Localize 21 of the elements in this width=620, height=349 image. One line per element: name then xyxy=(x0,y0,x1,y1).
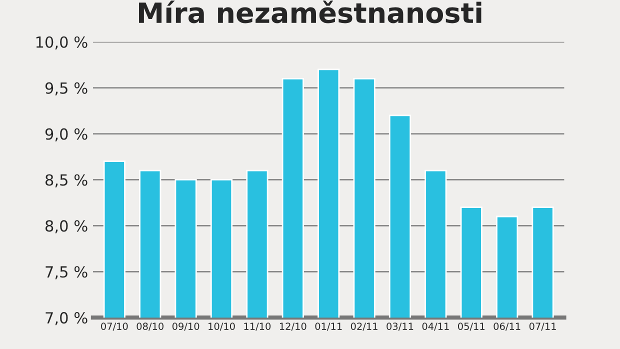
x-tick-label: 09/10 xyxy=(172,322,200,331)
x-tick-label: 03/11 xyxy=(386,322,414,331)
y-tick-label: 9,5 % xyxy=(45,82,88,96)
y-tick-label: 8,5 % xyxy=(46,174,88,188)
y-tick-label: 9,0 % xyxy=(45,128,88,142)
x-tick-label: 02/11 xyxy=(350,322,378,331)
y-tick-label: 10,0 % xyxy=(36,36,88,50)
x-tick-label: 12/10 xyxy=(280,322,306,331)
x-tick-label: 10/10 xyxy=(208,322,235,331)
y-tick-label: 7,0 % xyxy=(46,312,88,326)
y-tick-label: 7,5 % xyxy=(46,266,88,280)
x-tick-label: 01/11 xyxy=(315,322,342,331)
x-tick-label: 08/10 xyxy=(136,322,164,331)
y-tick-label: 8,0 % xyxy=(46,220,88,234)
chart-title: Míra nezaměstnanosti xyxy=(138,0,482,24)
x-tick-label: 07/10 xyxy=(101,322,128,331)
x-tick-label: 06/11 xyxy=(494,322,520,331)
x-tick-label: 07/11 xyxy=(529,322,556,331)
x-tick-label: 11/10 xyxy=(244,322,271,331)
x-tick-label: 05/11 xyxy=(458,322,484,331)
x-tick-label: 04/11 xyxy=(422,322,449,331)
